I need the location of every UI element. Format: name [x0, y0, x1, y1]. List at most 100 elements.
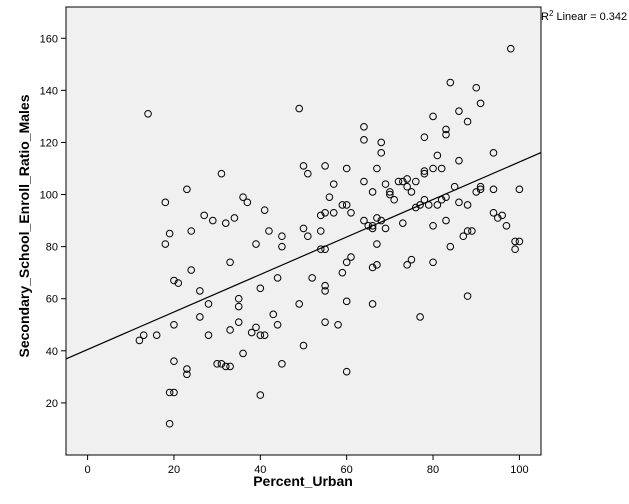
data-points: [135, 44, 524, 428]
data-point: [187, 266, 196, 274]
data-point: [139, 331, 148, 339]
data-point: [338, 201, 347, 209]
regression-fit-line: [66, 152, 541, 360]
data-point: [183, 185, 191, 194]
data-point: [420, 133, 429, 142]
data-point: [304, 169, 312, 178]
data-point: [416, 201, 424, 209]
y-tick-label: 60: [46, 294, 58, 306]
data-point: [338, 268, 347, 277]
y-tick-label: 40: [46, 346, 58, 358]
data-point: [342, 367, 351, 376]
data-point: [403, 261, 411, 269]
data-point: [187, 227, 196, 235]
data-point: [269, 310, 278, 319]
data-point: [170, 357, 178, 366]
data-point: [420, 195, 429, 204]
data-point: [213, 360, 221, 368]
data-point: [498, 211, 506, 220]
data-point: [381, 224, 390, 233]
data-point: [278, 242, 286, 251]
data-point: [429, 221, 437, 230]
data-point: [170, 276, 178, 285]
data-point: [368, 188, 377, 196]
data-point: [342, 201, 351, 209]
data-point: [316, 227, 325, 235]
data-point: [260, 331, 269, 339]
data-point: [442, 216, 450, 225]
data-point: [411, 177, 420, 186]
data-point: [295, 300, 303, 308]
data-point: [265, 227, 273, 235]
data-point: [437, 164, 446, 173]
data-point: [459, 232, 468, 241]
data-point: [416, 313, 424, 321]
data-point: [321, 318, 329, 326]
data-point: [170, 388, 178, 397]
data-point: [165, 229, 174, 238]
data-point: [373, 261, 381, 269]
data-point: [411, 203, 420, 212]
data-point: [161, 240, 170, 248]
data-point: [243, 198, 252, 207]
data-point: [399, 219, 407, 227]
data-point: [368, 263, 377, 272]
y-tick-label: 100: [40, 190, 58, 202]
data-point: [368, 300, 377, 308]
data-point: [472, 83, 481, 92]
data-point: [377, 216, 386, 225]
data-point: [135, 336, 144, 345]
data-point: [321, 287, 329, 295]
data-point: [234, 302, 243, 311]
y-tick-label: 20: [46, 398, 58, 410]
data-point: [476, 99, 485, 108]
data-point: [347, 253, 355, 261]
data-point: [511, 245, 519, 254]
data-point: [299, 341, 308, 350]
data-point: [463, 227, 472, 235]
data-point: [446, 242, 455, 251]
data-point: [273, 274, 282, 282]
y-axis-ticks: 20 40 60 80 100 120 140 160: [40, 33, 66, 410]
data-point: [468, 227, 476, 235]
data-point: [278, 232, 286, 241]
y-tick-label: 120: [40, 137, 58, 149]
data-point: [204, 331, 213, 339]
data-point: [321, 281, 329, 290]
data-point: [342, 258, 351, 267]
data-point: [230, 214, 239, 222]
data-point: [381, 180, 390, 188]
data-point: [399, 177, 407, 186]
y-tick-label: 140: [40, 85, 58, 97]
data-point: [256, 331, 265, 339]
data-point: [196, 313, 204, 321]
data-point: [234, 318, 243, 326]
x-tick-label: 60: [341, 464, 353, 476]
data-point: [204, 300, 213, 308]
data-point: [304, 232, 312, 241]
data-point: [256, 391, 265, 399]
x-tick-label: 100: [510, 464, 528, 476]
data-point: [511, 237, 519, 246]
data-point: [502, 221, 511, 230]
data-point: [515, 237, 524, 246]
data-point: [433, 151, 442, 160]
data-point: [226, 362, 234, 371]
data-point: [347, 208, 355, 217]
data-point: [364, 221, 373, 230]
data-point: [321, 245, 329, 254]
data-point: [429, 258, 437, 267]
r-squared-label: R2 Linear = 0.342: [541, 9, 627, 23]
data-point: [455, 156, 463, 165]
data-point: [226, 258, 234, 267]
data-point: [165, 388, 174, 397]
data-point: [299, 162, 308, 170]
data-point: [437, 195, 446, 204]
data-point: [433, 201, 442, 209]
data-point: [321, 162, 329, 170]
data-point: [226, 326, 234, 334]
x-tick-label: 0: [85, 464, 91, 476]
data-point: [494, 214, 502, 222]
data-point: [368, 221, 377, 230]
